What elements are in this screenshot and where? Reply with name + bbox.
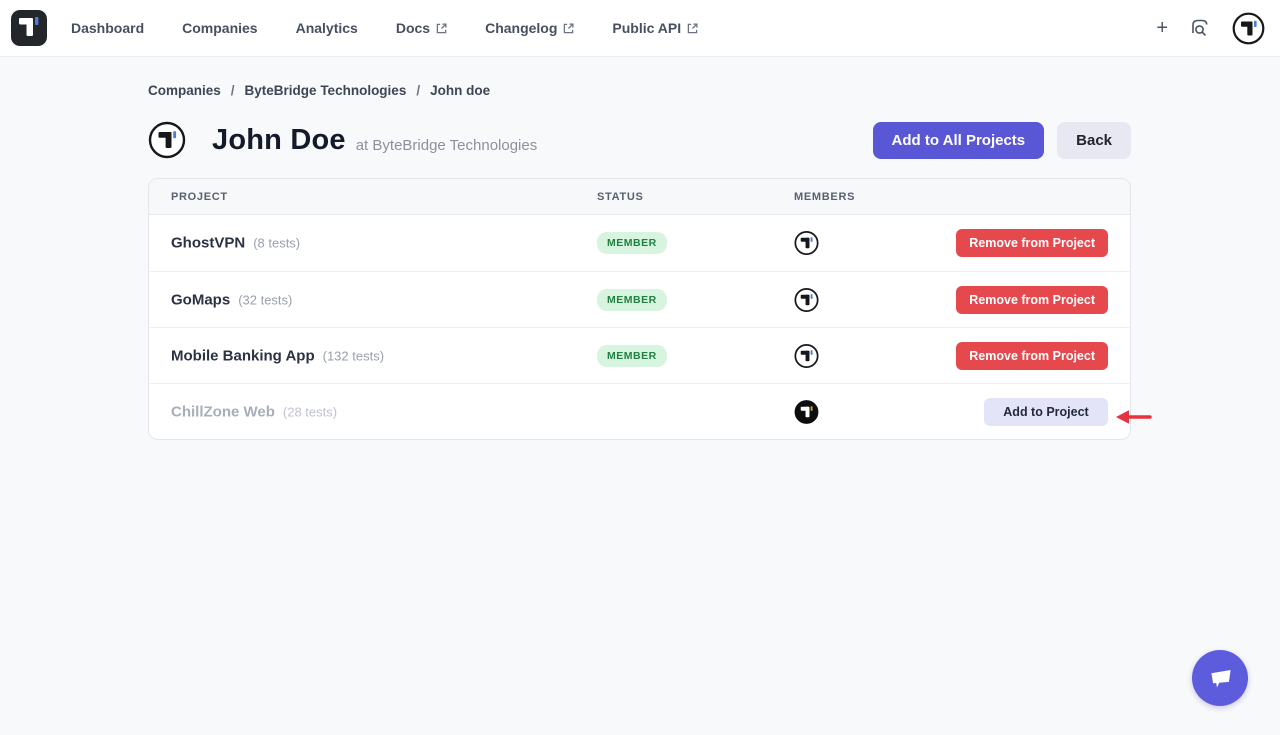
status-cell: MEMBER (597, 344, 667, 367)
project-name-link[interactable]: Mobile Banking App (171, 347, 315, 364)
members-cell (794, 399, 819, 424)
remove-from-project-button[interactable]: Remove from Project (956, 229, 1108, 257)
projects-table: PROJECT STATUS MEMBERS GhostVPN (8 tests… (148, 178, 1131, 440)
member-status-badge: MEMBER (597, 232, 667, 254)
nav-item-label: Changelog (485, 20, 558, 36)
nav-item-dashboard[interactable]: Dashboard (71, 20, 144, 36)
project-cell: Mobile Banking App (132 tests) (171, 347, 384, 364)
external-link-icon (687, 23, 698, 34)
project-name: ChillZone Web (171, 403, 275, 420)
chat-widget-button[interactable] (1192, 650, 1248, 706)
nav-item-companies[interactable]: Companies (182, 20, 257, 36)
project-cell: ChillZone Web (28 tests) (171, 403, 337, 420)
external-link-icon (436, 23, 447, 34)
column-header-members: MEMBERS (794, 191, 856, 203)
nav-links: Dashboard Companies Analytics Docs Chang… (71, 20, 698, 36)
members-cell (794, 287, 819, 312)
member-status-badge: MEMBER (597, 344, 667, 367)
page-subtitle: at ByteBridge Technologies (355, 136, 538, 154)
add-new-icon[interactable]: + (1156, 17, 1168, 39)
breadcrumb-companies[interactable]: Companies (148, 83, 221, 98)
project-test-count: (32 tests) (238, 292, 293, 307)
page-title: John Doe (212, 123, 346, 156)
breadcrumb-separator: / (416, 83, 421, 98)
breadcrumb: Companies / ByteBridge Technologies / Jo… (148, 83, 1131, 98)
status-cell: MEMBER (597, 288, 667, 311)
action-cell: Remove from Project (956, 341, 1108, 370)
add-to-project-button[interactable]: Add to Project (984, 397, 1108, 426)
user-avatar[interactable] (1232, 12, 1265, 45)
annotation-arrow-left-icon (1116, 410, 1152, 424)
user-avatar-large (148, 121, 186, 159)
column-header-project: PROJECT (171, 191, 228, 203)
project-test-count: (132 tests) (322, 348, 385, 363)
member-avatar-icon (794, 230, 819, 256)
project-cell: GoMaps (32 tests) (171, 291, 292, 308)
nav-item-label: Public API (612, 20, 682, 36)
nav-item-label: Companies (182, 20, 258, 36)
table-row: Mobile Banking App (132 tests) MEMBER Re… (149, 327, 1130, 383)
members-cell (794, 230, 819, 256)
member-avatar-icon-dark (794, 399, 819, 424)
chat-bubble-icon (1210, 670, 1231, 688)
breadcrumb-company[interactable]: ByteBridge Technologies (244, 83, 407, 98)
breadcrumb-separator: / (230, 83, 235, 98)
table-row: GhostVPN (8 tests) MEMBER Remove from Pr… (149, 215, 1130, 271)
nav-item-label: Analytics (295, 20, 358, 36)
member-avatar-icon (794, 343, 819, 368)
nav-item-label: Dashboard (71, 20, 145, 36)
table-row: GoMaps (32 tests) MEMBER Remove from Pro… (149, 271, 1130, 327)
members-cell (794, 343, 819, 368)
project-name-link[interactable]: GhostVPN (171, 234, 246, 252)
project-cell: GhostVPN (8 tests) (171, 235, 300, 252)
page-header: John Doe at ByteBridge Technologies Add … (148, 121, 1131, 159)
member-avatar-icon (794, 287, 819, 312)
header-actions: Add to All Projects Back (872, 121, 1131, 159)
table-header: PROJECT STATUS MEMBERS (149, 179, 1130, 215)
nav-item-changelog[interactable]: Changelog (485, 20, 574, 36)
search-icon[interactable] (1189, 17, 1211, 39)
nav-actions: + (1156, 12, 1265, 45)
external-link-icon (564, 23, 574, 34)
nav-item-analytics[interactable]: Analytics (296, 20, 358, 36)
back-button[interactable]: Back (1057, 121, 1131, 159)
action-cell: Add to Project (984, 397, 1108, 426)
column-header-status: STATUS (597, 191, 644, 203)
action-cell: Remove from Project (956, 285, 1108, 314)
top-navigation: Dashboard Companies Analytics Docs Chang… (0, 0, 1280, 57)
remove-from-project-button[interactable]: Remove from Project (956, 285, 1108, 314)
breadcrumb-current-user: John doe (430, 83, 491, 98)
table-row: ChillZone Web (28 tests) Add to Project (149, 383, 1130, 439)
project-name-link[interactable]: GoMaps (171, 291, 231, 308)
nav-item-docs[interactable]: Docs (396, 20, 447, 36)
project-test-count: (8 tests) (253, 235, 301, 251)
nav-item-public-api[interactable]: Public API (612, 20, 698, 36)
nav-item-label: Docs (395, 20, 431, 36)
main-content: Companies / ByteBridge Technologies / Jo… (148, 57, 1131, 440)
member-status-badge: MEMBER (597, 288, 667, 311)
brand-logo-icon[interactable] (10, 9, 48, 47)
action-cell: Remove from Project (956, 229, 1108, 257)
status-cell: MEMBER (597, 232, 667, 254)
project-test-count: (28 tests) (282, 404, 338, 419)
add-to-all-projects-button[interactable]: Add to All Projects (872, 121, 1045, 159)
remove-from-project-button[interactable]: Remove from Project (956, 341, 1108, 370)
